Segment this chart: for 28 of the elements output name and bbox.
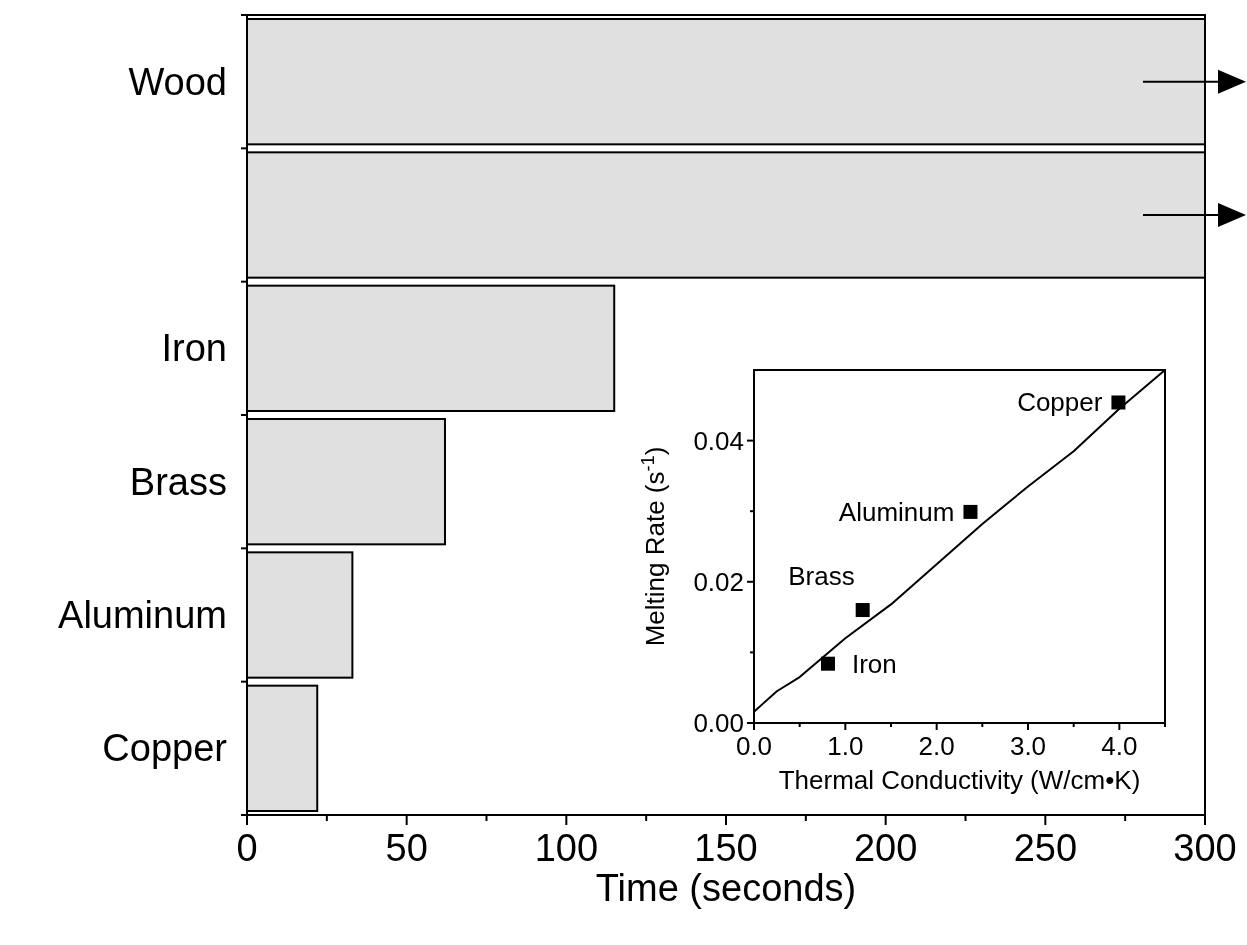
annotation: Iron [851, 648, 897, 679]
point [1111, 395, 1126, 410]
x-tick-label: 4.0 [1101, 731, 1138, 761]
point [820, 656, 835, 671]
x-axis-title: Thermal Conductivity (W/cm•K) [778, 765, 1141, 795]
annotation: Copper [1017, 387, 1103, 418]
x-tick-label: 100 [534, 827, 599, 869]
annotation: Brass [788, 561, 855, 592]
x-axis-title: Time (seconds) [595, 867, 857, 909]
y-tick-label: 0.02 [693, 566, 744, 597]
y-tick-label: Wood [128, 60, 227, 103]
x-tick-label: 150 [694, 827, 758, 869]
y-tick-label: Aluminum [58, 594, 227, 636]
x-tick-label: 200 [853, 827, 918, 869]
x-tick-label: 300 [1173, 827, 1237, 869]
point [963, 504, 978, 519]
y-tick-label: 0.04 [693, 425, 744, 456]
x-tick-label: 3.0 [1009, 731, 1047, 761]
x-tick-label: 1.0 [827, 731, 864, 761]
annotation: Aluminum [838, 496, 955, 527]
x-tick-label: 250 [1013, 827, 1078, 869]
x-tick-label: 0 [236, 827, 258, 869]
y-tick-label: Iron [161, 327, 227, 370]
point [855, 603, 870, 618]
x-tick-label: 2.0 [918, 731, 955, 761]
y-tick-label: Brass [129, 460, 227, 503]
x-tick-label: 50 [385, 827, 428, 869]
y-tick-label: Copper [102, 727, 228, 770]
